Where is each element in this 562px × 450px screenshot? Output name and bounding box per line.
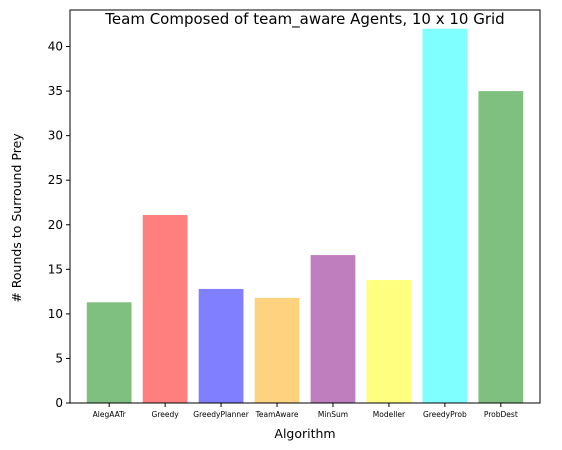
y-tick-label: 0 — [55, 396, 63, 410]
y-tick-label: 35 — [48, 84, 63, 98]
bar-minsum — [311, 255, 356, 403]
x-axis: AlegAATr Greedy GreedyPlanner TeamAware MinS… — [93, 403, 518, 419]
y-tick-label: 5 — [55, 351, 63, 365]
plot-frame — [70, 10, 540, 403]
y-tick-label: 15 — [48, 262, 63, 276]
x-tick-label-probdest: ProbDest — [484, 410, 518, 419]
bar-alegaatr — [87, 302, 132, 403]
y-tick-label: 20 — [48, 218, 63, 232]
y-tick-label: 10 — [48, 307, 63, 321]
x-tick-label-greedy: Greedy — [152, 410, 180, 419]
x-axis-label: Algorithm — [274, 426, 335, 441]
bar-greedyprob — [423, 29, 468, 403]
x-tick-label-modeller: Modeller — [373, 410, 406, 419]
bar-greedyplanner — [199, 289, 244, 403]
y-axis: 0 5 10 15 20 25 30 35 40 — [48, 40, 70, 410]
y-tick-label: 40 — [48, 40, 63, 54]
x-tick-label-minsum: MinSum — [318, 410, 348, 419]
bar-modeller — [367, 280, 412, 403]
y-tick-label: 30 — [48, 129, 63, 143]
bar-teamaware — [255, 298, 300, 403]
bars-group — [87, 29, 523, 403]
x-tick-label-greedyprob: GreedyProb — [423, 410, 467, 419]
y-axis-label: # Rounds to Surround Prey — [9, 133, 24, 303]
x-tick-label-alegaatr: AlegAATr — [93, 410, 127, 419]
x-tick-label-greedyplanner: GreedyPlanner — [193, 410, 249, 419]
x-tick-label-teamaware: TeamAware — [255, 410, 299, 419]
y-tick-label: 25 — [48, 173, 63, 187]
chart-title: Team Composed of team_aware Agents, 10 x… — [104, 10, 504, 29]
bar-probdest — [478, 91, 523, 403]
bar-greedy — [143, 215, 188, 403]
